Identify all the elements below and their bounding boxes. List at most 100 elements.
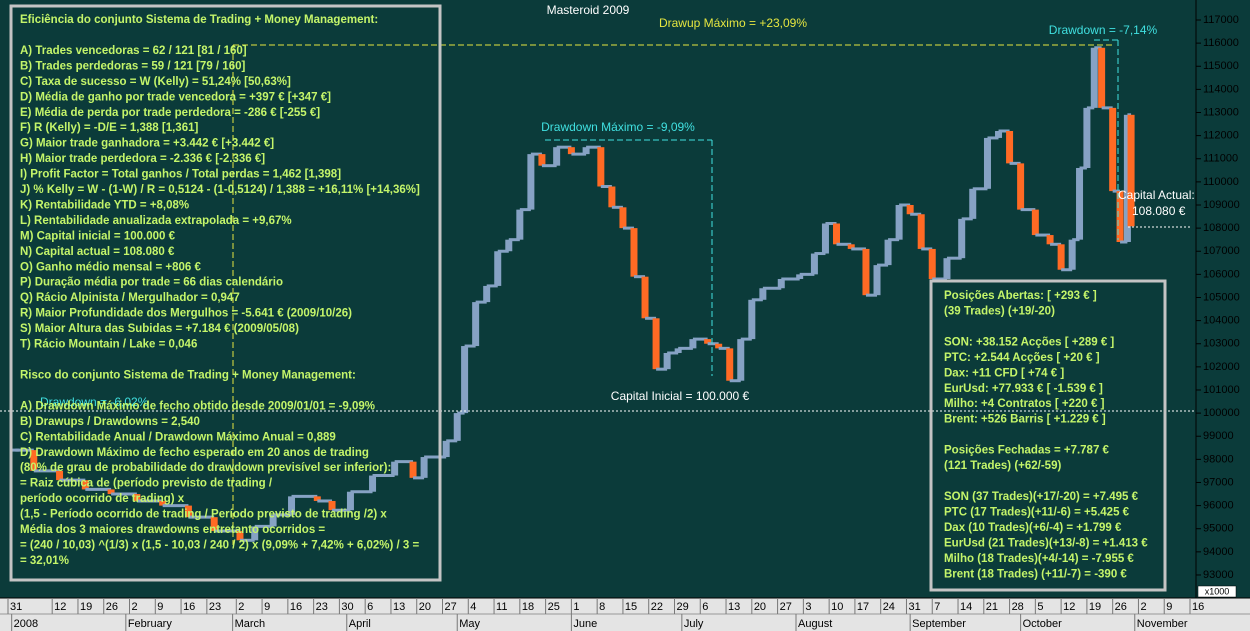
equity-bar (133, 494, 141, 501)
y-tick-label: 108000 (1203, 222, 1240, 234)
equity-bar (553, 147, 561, 166)
panel-line: PTC: +2.544 Acções [ +20 € ] (944, 352, 1100, 364)
panel-line: SON (37 Trades)(+17/-20) = +7.495 € (944, 491, 1139, 503)
x-tick-label: 11 (496, 601, 507, 613)
panel-line: G) Maior trade ganhadora = +3.442 € [+3.… (20, 138, 274, 150)
y-tick-label: 104000 (1203, 315, 1240, 327)
x-tick-label: 28 (1012, 601, 1024, 613)
panel-line: L) Rentabilidade anualizada extrapolada … (20, 215, 292, 227)
y-unit-label: x1000 (1205, 586, 1230, 596)
chart-title: Masteroid 2009 (547, 3, 630, 17)
equity-bar (505, 239, 513, 252)
panel-line: T) Rácio Mountain / Lake = 0,046 (20, 339, 197, 351)
y-tick-label: 117000 (1203, 14, 1239, 26)
equity-bar (313, 496, 321, 501)
x-tick-label: 18 (522, 601, 534, 613)
equity-bar (810, 253, 818, 275)
equity-bar (107, 489, 115, 495)
x-tick-label: 20 (754, 601, 766, 613)
panel-line: I) Profit Factor = Total ganhos / Total … (20, 169, 341, 181)
equity-bar (759, 288, 767, 300)
equity-bar (582, 147, 590, 155)
equity-bar (906, 204, 914, 215)
equity-bar (346, 491, 354, 511)
equity-bar (1083, 107, 1091, 168)
equity-bar (328, 500, 336, 511)
month-label: October (1023, 618, 1062, 630)
equity-bar (630, 228, 638, 277)
panel-line: período ocorrido de trading) x (20, 493, 185, 505)
annotation: Drawdown Máximo = -9,09% (541, 120, 695, 134)
panel-line: F) R (Kelly) = -D/E = 1,388 [1,361] (20, 122, 198, 134)
equity-bar (1098, 47, 1106, 108)
equity-bar (737, 339, 745, 381)
equity-bar (1017, 163, 1025, 210)
panel-line: H) Maior trade perdedora = -2.336 € [-2.… (20, 153, 265, 165)
panel-line: PTC (17 Trades)(+11/-6) = +5.425 € (944, 506, 1130, 518)
equity-bar (796, 274, 804, 279)
equity-bar (1076, 167, 1084, 240)
x-tick-label: 30 (341, 601, 353, 613)
x-tick-label: 23 (209, 601, 221, 613)
x-tick-label: 1 (573, 601, 579, 613)
equity-bar (81, 480, 89, 490)
x-tick-label: 4 (470, 601, 476, 613)
equity-bar (1109, 107, 1117, 192)
x-tick-label: 10 (831, 601, 843, 613)
y-tick-label: 115000 (1203, 60, 1239, 72)
y-tick-label: 100000 (1203, 407, 1240, 419)
equity-bar (483, 285, 491, 303)
equity-bar (641, 276, 649, 319)
panel-line: Média dos 3 maiores drawdowns entretanto… (20, 524, 325, 536)
y-tick-label: 96000 (1203, 500, 1234, 512)
panel-line: B) Drawups / Drawdowns = 2,540 (20, 416, 200, 428)
panel-line: D) Drawdown Máximo de fecho esperado em … (20, 447, 369, 459)
panel-line: P) Duração média por trade = 66 dias cal… (20, 277, 283, 289)
equity-bar (251, 526, 259, 541)
equity-bar (958, 218, 966, 259)
unit-box (1197, 585, 1237, 598)
x-tick-label: 16 (183, 601, 195, 613)
y-tick-label: 102000 (1203, 361, 1240, 373)
panel-line: K) Rentabilidade YTD = +8,08% (20, 199, 189, 211)
x-tick-label: 19 (1089, 601, 1101, 613)
month-label: September (912, 618, 966, 630)
month-label: 2008 (14, 618, 38, 630)
panel-line: Milho: +4 Contratos [ +220 € ] (944, 398, 1105, 410)
equity-bar (608, 186, 616, 208)
x-tick-label: 6 (367, 601, 373, 613)
equity-bar (184, 505, 192, 518)
annotation: 108.080 € (1132, 204, 1186, 218)
stats-panel (9, 4, 442, 582)
equity-bar (538, 154, 546, 166)
equity-bar (516, 209, 524, 240)
x-tick-label: 24 (883, 601, 895, 613)
panel-line: C) Rentabilidade Anual / Drawdown Máximo… (20, 431, 336, 443)
equity-bar (873, 265, 881, 296)
x-tick-label: 9 (1166, 601, 1172, 613)
panel-line: D) Média de ganho por trade vencedora = … (20, 91, 331, 103)
x-tick-label: 16 (290, 601, 302, 613)
x-tick-label: 13 (393, 601, 405, 613)
panel-line: M) Capital inicial = 100.000 € (20, 230, 176, 242)
panel-line: R) Maior Profundidade dos Mergulhos = -5… (20, 308, 352, 320)
panel-line: Posições Abertas: [ +293 € ] (944, 290, 1097, 302)
y-tick-label: 114000 (1203, 83, 1239, 95)
x-tick-label: 5 (1037, 601, 1043, 613)
y-tick-label: 99000 (1203, 430, 1234, 442)
x-tick-label: 20 (419, 601, 431, 613)
panel-line: S) Maior Altura das Subidas = +7.184 € (… (20, 323, 299, 335)
y-tick-label: 103000 (1203, 338, 1240, 350)
panel-line: Q) Rácio Alpinista / Mergulhador = 0,947 (20, 292, 240, 304)
y-tick-label: 95000 (1203, 523, 1234, 535)
equity-bar (1006, 130, 1014, 164)
equity-bar (472, 302, 480, 347)
equity-bar (674, 348, 682, 353)
equity-bar (689, 339, 697, 349)
month-label: May (459, 618, 480, 630)
x-tick-label: 12 (1063, 601, 1075, 613)
x-tick-label: 22 (651, 601, 663, 613)
equity-bar (704, 339, 712, 344)
equity-bar (159, 500, 167, 506)
